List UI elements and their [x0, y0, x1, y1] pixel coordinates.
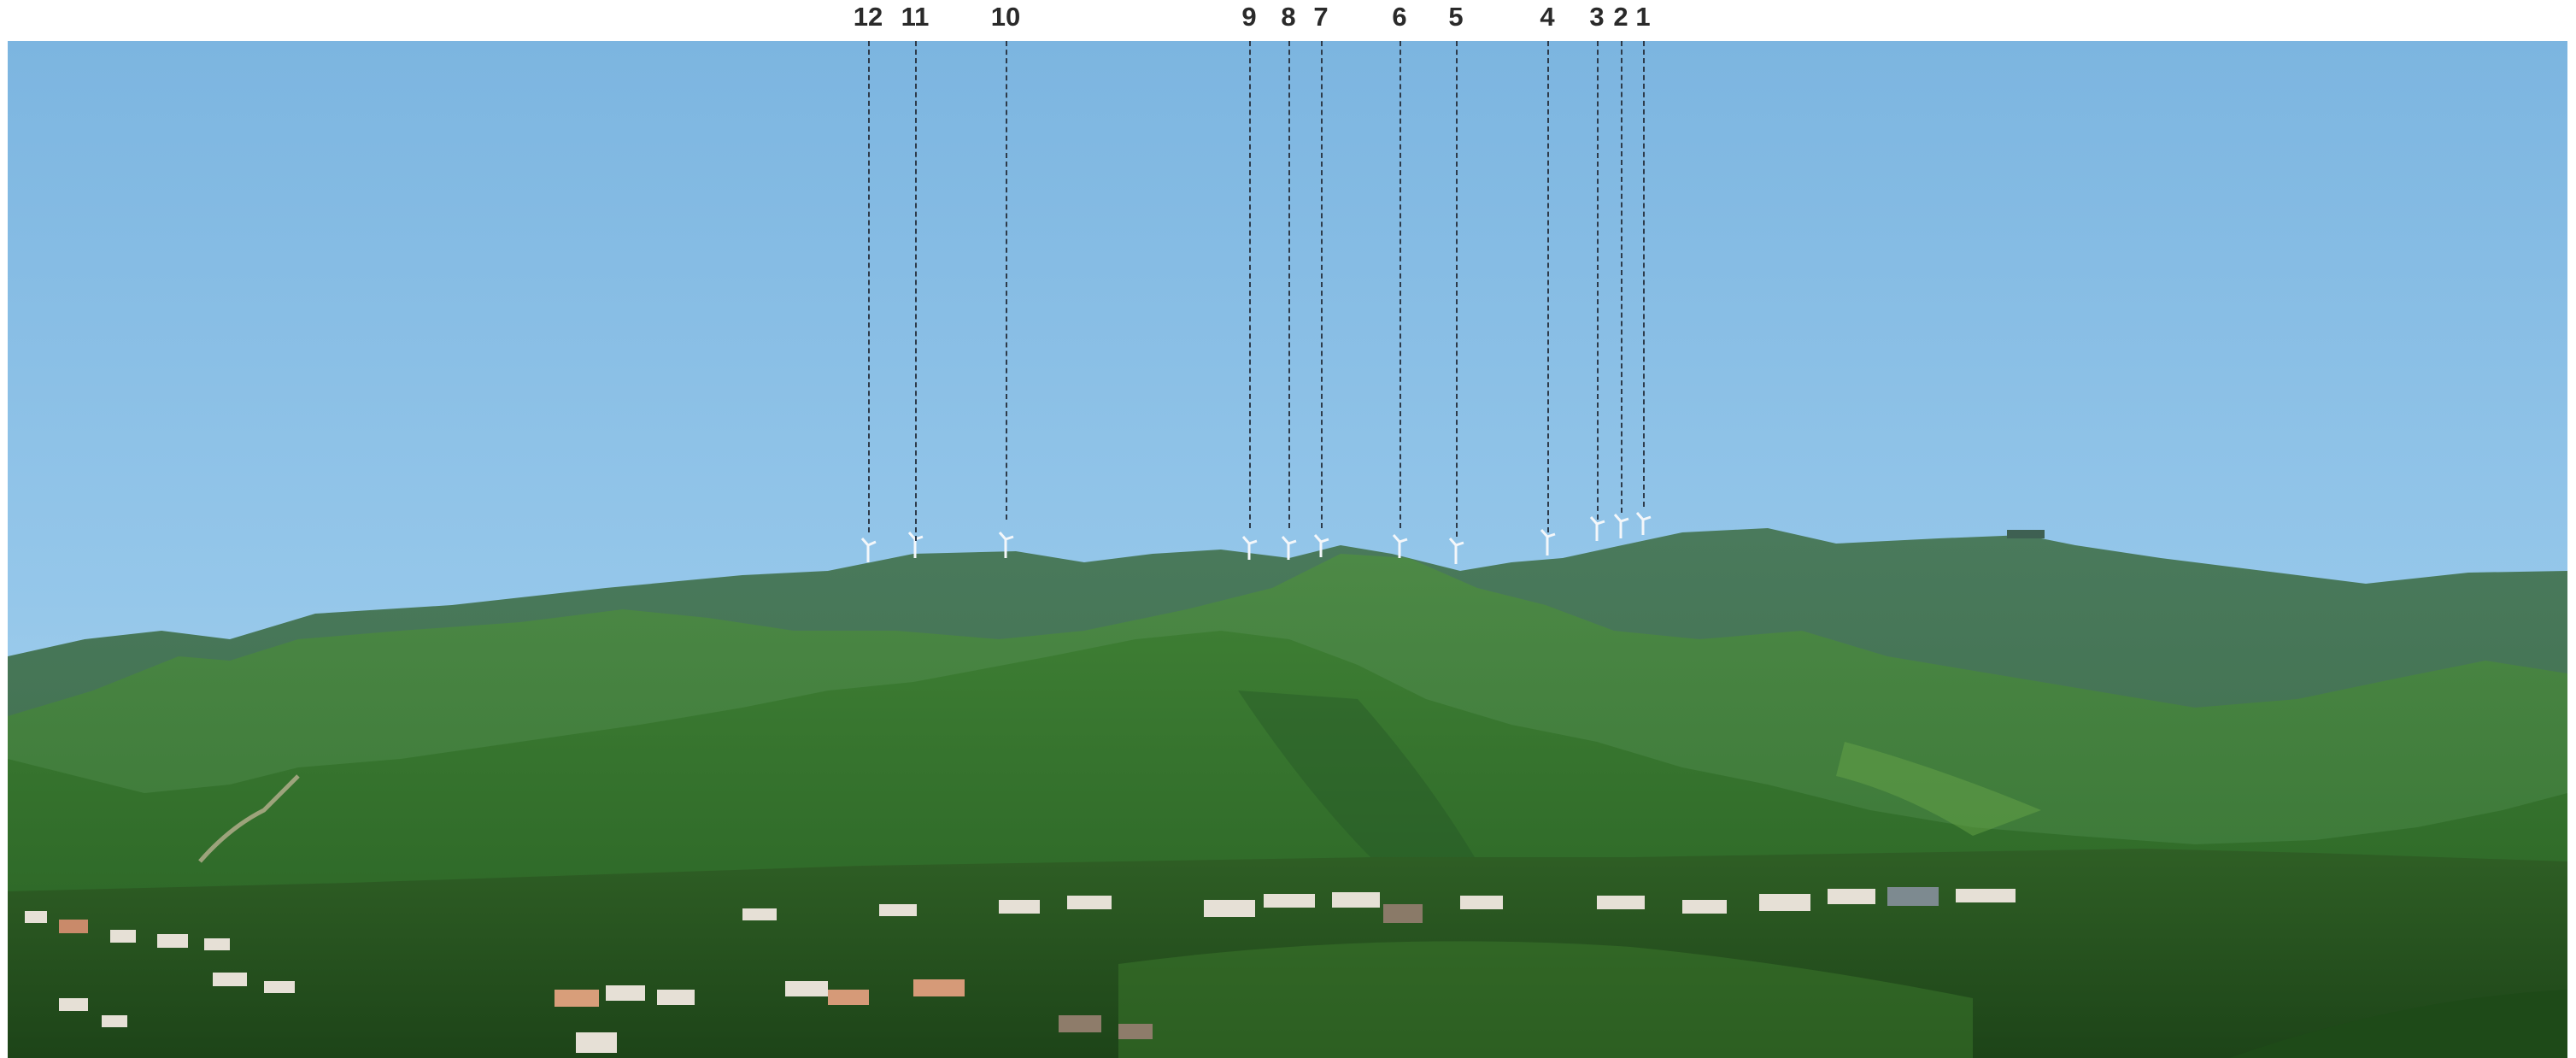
turbine-label-10: 10	[990, 2, 1021, 32]
house-icon	[913, 979, 965, 996]
wind-turbine-icon	[1313, 534, 1329, 557]
wind-turbine-icon	[1613, 514, 1629, 538]
wind-turbine-icon	[1241, 536, 1258, 560]
turbine-label-row: 12 11 10 9 8 7 6 5 4 3 2 1	[0, 0, 2576, 43]
house-icon	[157, 934, 188, 948]
house-icon	[1059, 1015, 1101, 1032]
landscape-photo	[8, 41, 2567, 1058]
leader-line-10	[1006, 41, 1007, 520]
wind-turbine-icon	[1635, 512, 1652, 535]
house-icon	[1067, 896, 1112, 909]
ridge-building	[2007, 530, 2045, 538]
house-icon	[204, 938, 230, 950]
foreground-bush-light	[1118, 941, 1973, 1058]
house-icon	[555, 990, 599, 1007]
house-icon	[110, 930, 136, 943]
leader-line-12	[868, 41, 870, 532]
turbine-label-2: 2	[1613, 2, 1628, 32]
house-icon	[1460, 896, 1503, 909]
turbine-label-8: 8	[1281, 2, 1296, 32]
turbine-label-1: 1	[1635, 2, 1651, 32]
house-icon	[999, 900, 1040, 914]
wind-turbine-icon	[1448, 538, 1464, 564]
valley-shadow	[1238, 691, 1477, 861]
leader-line-9	[1249, 41, 1251, 528]
hill-track	[198, 774, 300, 863]
house-icon	[606, 985, 645, 1001]
house-icon	[1204, 900, 1255, 917]
wind-turbine-icon	[998, 532, 1014, 558]
house-icon	[102, 1015, 127, 1027]
house-icon	[1682, 900, 1727, 914]
foreground-hill-right	[2229, 990, 2567, 1058]
turbine-label-7: 7	[1313, 2, 1329, 32]
house-icon	[1332, 892, 1380, 908]
wind-turbine-icon	[1281, 536, 1297, 560]
house-icon	[576, 1032, 617, 1053]
turbine-label-3: 3	[1589, 2, 1605, 32]
house-icon	[59, 998, 88, 1011]
house-icon	[1383, 904, 1423, 923]
leader-line-2	[1621, 41, 1622, 513]
house-icon	[1759, 894, 1810, 911]
turbine-label-11: 11	[901, 2, 930, 32]
house-icon	[213, 973, 247, 986]
leader-line-1	[1643, 41, 1645, 507]
house-icon	[828, 990, 869, 1005]
house-icon	[1597, 896, 1645, 909]
house-icon	[657, 990, 695, 1005]
leader-line-7	[1321, 41, 1323, 528]
wind-turbine-icon	[860, 538, 877, 562]
house-icon	[25, 911, 47, 923]
house-icon	[1828, 889, 1875, 904]
houses	[25, 887, 2016, 1053]
house-icon	[59, 920, 88, 933]
house-icon	[1118, 1024, 1153, 1039]
leader-line-6	[1399, 41, 1401, 528]
hill-highlight	[1836, 742, 2041, 836]
house-icon	[1956, 889, 2016, 902]
leader-line-3	[1597, 41, 1599, 520]
turbine-label-9: 9	[1241, 2, 1257, 32]
house-icon	[785, 981, 828, 996]
leader-line-4	[1547, 41, 1549, 532]
leader-line-8	[1288, 41, 1290, 528]
wind-turbine-icon	[1589, 516, 1605, 541]
house-icon	[1887, 887, 1939, 906]
wind-turbine-icon	[1392, 534, 1408, 558]
house-icon	[742, 908, 777, 920]
wind-turbine-icon	[1540, 529, 1556, 555]
house-icon	[1264, 894, 1315, 908]
turbine-label-6: 6	[1392, 2, 1407, 32]
house-icon	[264, 981, 295, 993]
leader-line-11	[915, 41, 917, 541]
turbine-label-12: 12	[853, 2, 883, 32]
turbine-label-4: 4	[1540, 2, 1555, 32]
landscape-scene	[8, 41, 2567, 1058]
turbine-label-5: 5	[1448, 2, 1464, 32]
house-icon	[879, 904, 917, 916]
leader-line-5	[1456, 41, 1458, 537]
